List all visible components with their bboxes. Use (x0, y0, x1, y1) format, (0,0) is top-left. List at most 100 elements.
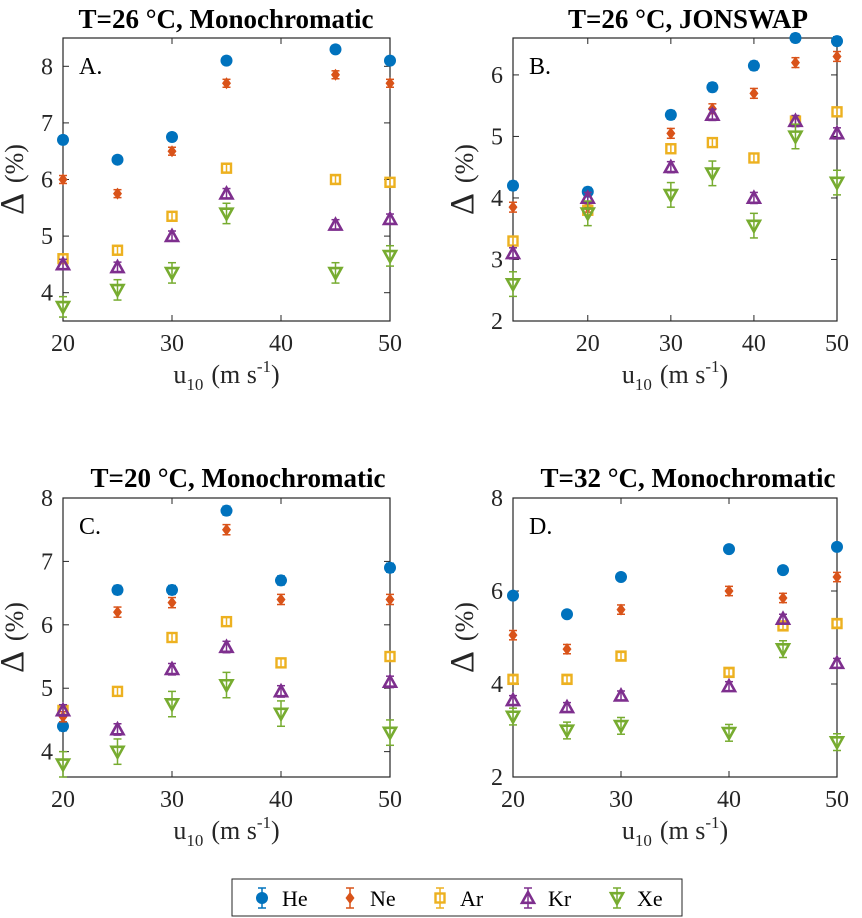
y-axis-label-units: (%) (0, 144, 29, 183)
data-point-ar (706, 136, 719, 149)
data-point-xe (109, 283, 126, 299)
data-point-xe (504, 277, 522, 293)
series-ar (57, 162, 396, 265)
series-ar (507, 617, 843, 686)
x-axis-label-sup: -1 (705, 357, 719, 376)
data-point-kr (327, 216, 344, 231)
x-axis-label: u10 (m s-1) (173, 813, 279, 850)
panel-label: B. (529, 54, 551, 80)
x-axis-label-close: ) (720, 360, 729, 389)
series-xe (504, 123, 846, 298)
data-point-ar (561, 673, 573, 686)
data-point-ar (166, 631, 178, 644)
data-point-kr (54, 701, 72, 717)
data-point-xe (720, 726, 738, 742)
x-tick-label: 20 (576, 331, 600, 357)
x-tick-label: 50 (825, 331, 849, 357)
x-tick-label: 30 (609, 787, 633, 813)
data-point-he (723, 543, 735, 556)
x-tick-label: 40 (717, 787, 741, 813)
legend-marker-ar (434, 892, 446, 904)
data-point-kr (109, 720, 126, 736)
data-point-xe (828, 736, 846, 751)
data-point-he (831, 35, 843, 48)
data-point-ne (790, 56, 800, 69)
series-kr (54, 184, 399, 274)
x-axis-label-sup: -1 (257, 357, 271, 376)
data-point-he (777, 564, 789, 577)
data-point-xe (704, 167, 721, 183)
y-axis-label: Δ (%) (0, 144, 31, 215)
data-point-ne (385, 593, 395, 606)
data-point-he (329, 43, 342, 56)
y-axis-label-units: (%) (450, 144, 479, 183)
data-point-ne (832, 50, 842, 63)
data-point-ar (329, 173, 342, 186)
data-point-he (166, 131, 178, 144)
data-point-he (706, 81, 719, 94)
data-point-kr (828, 124, 846, 140)
data-point-ne (508, 201, 518, 214)
data-point-xe (163, 266, 181, 282)
x-axis-label-units: (m s (211, 816, 257, 845)
panel-title: T=26 °C, Monochromatic (79, 4, 374, 34)
y-tick-label: 7 (41, 111, 53, 137)
data-point-kr (704, 106, 721, 122)
data-point-kr (662, 158, 680, 174)
data-point-he (507, 589, 519, 602)
legend-label-he: He (282, 886, 308, 911)
data-point-ne (385, 77, 395, 90)
legend-marker-ne (345, 892, 355, 904)
y-axis-label-symbol: Δ (444, 193, 481, 215)
data-point-kr (774, 610, 792, 626)
data-point-ne (222, 77, 231, 90)
y-axis-label: Δ (%) (0, 602, 31, 673)
x-tick-label: 30 (659, 331, 683, 357)
x-axis-label: u10 (m s-1) (622, 357, 728, 394)
data-point-kr (54, 255, 72, 271)
data-point-xe (109, 745, 126, 761)
panel-label: C. (79, 514, 101, 540)
series-kr (504, 610, 846, 714)
data-point-ne (113, 187, 122, 200)
panel-c: T=20 °C, Monochromatic 20 30 40 50 4 5 6 7 8 C. u10… (0, 463, 402, 850)
x-tick-label: 40 (269, 331, 293, 357)
data-point-kr (163, 227, 181, 243)
data-point-ar (831, 106, 843, 118)
series-kr (54, 638, 399, 736)
axes-box (512, 497, 838, 778)
data-point-ar (275, 657, 287, 669)
data-point-xe (381, 726, 399, 742)
series-he (507, 540, 843, 621)
x-tick-label: 50 (378, 787, 402, 813)
data-point-xe (558, 724, 576, 740)
y-axis-label-symbol: Δ (0, 193, 31, 215)
data-point-kr (218, 638, 235, 654)
y-tick-label: 4 (491, 672, 503, 698)
data-point-xe (327, 266, 344, 282)
legend-box (231, 878, 683, 917)
data-point-ne (331, 68, 340, 81)
y-tick-label: 3 (491, 247, 503, 273)
x-axis-label-sup: -1 (705, 813, 719, 832)
y-tick-label: 6 (491, 579, 503, 605)
x-tick-label: 30 (160, 787, 184, 813)
data-point-xe (381, 249, 399, 265)
legend-marker-xe (608, 891, 626, 907)
data-point-he (57, 720, 69, 733)
series-xe (504, 640, 846, 752)
data-point-xe (54, 300, 72, 316)
x-axis-label-close: ) (720, 816, 729, 845)
series-ar (57, 615, 396, 717)
legend-label-kr: Kr (548, 886, 572, 911)
data-point-xe (787, 130, 804, 146)
legend-label-xe: Xe (637, 886, 663, 911)
data-point-ar (723, 666, 735, 679)
legend-marker-kr (519, 889, 537, 905)
x-tick-label: 20 (501, 787, 525, 813)
x-axis-label-main: u (622, 816, 635, 845)
axes-box (62, 497, 391, 778)
y-axis-label-symbol: Δ (444, 651, 481, 673)
series-ne (58, 68, 395, 200)
data-point-kr (745, 189, 763, 205)
